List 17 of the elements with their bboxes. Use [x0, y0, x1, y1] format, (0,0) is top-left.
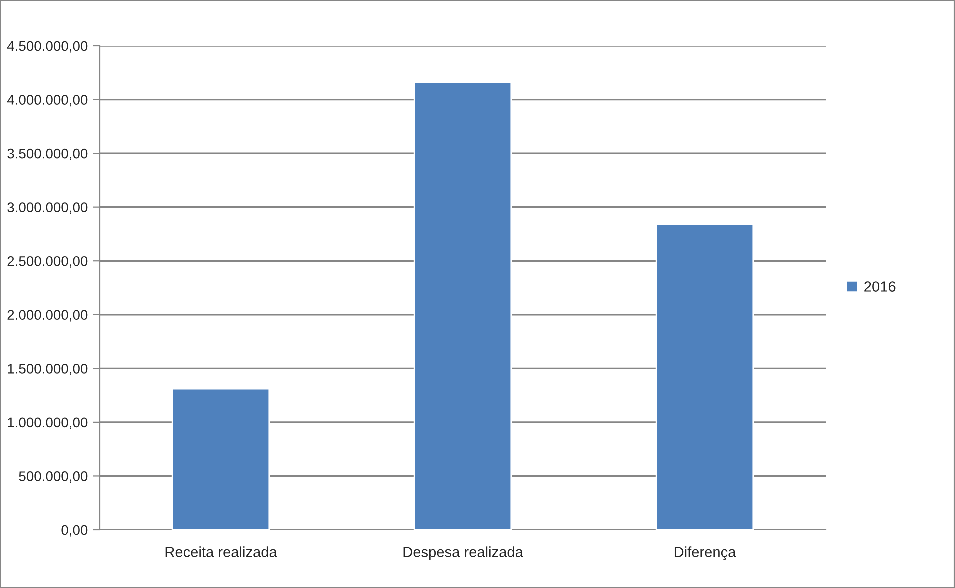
y-tick-label: 500.000,00 [19, 472, 88, 484]
x-tick-label: Despesa realizada [404, 546, 524, 560]
y-tick-label: 1.500.000,00 [8, 364, 88, 376]
y-tick-label: 3.000.000,00 [8, 202, 88, 214]
y-tick-label: 4.500.000,00 [7, 41, 88, 53]
y-tick-label: 1.000.000,00 [8, 418, 88, 430]
legend-label: 2016 [864, 282, 896, 292]
bar [172, 388, 270, 530]
y-tick-label: 0,00 [62, 525, 88, 537]
bar [656, 224, 754, 530]
y-tick-label: 2.000.000,00 [8, 310, 88, 322]
x-tick-label: Diferença [674, 546, 736, 560]
bar [414, 82, 512, 530]
y-tick-label: 2.500.000,00 [8, 256, 88, 268]
x-tick-label: Receita realizada [166, 546, 278, 558]
y-tick-label: 4.000.000,00 [7, 95, 88, 107]
y-tick-label: 3.500.000,00 [8, 148, 88, 160]
